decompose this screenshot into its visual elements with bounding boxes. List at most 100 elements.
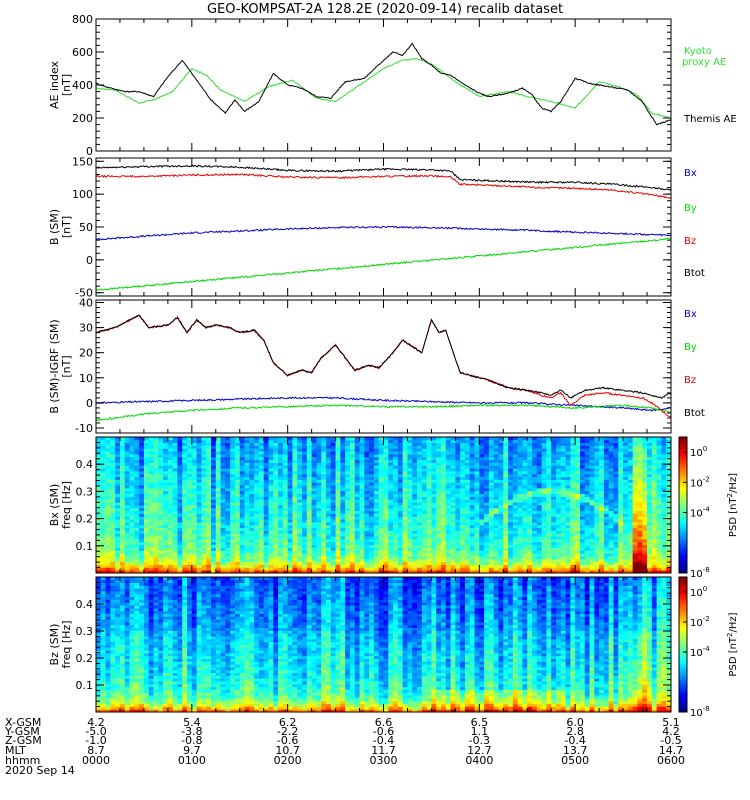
spectrogram-cell bbox=[470, 542, 475, 545]
spectrogram-cell bbox=[321, 508, 326, 511]
spectrogram-cell bbox=[269, 542, 274, 545]
spectrogram-cell bbox=[527, 525, 532, 528]
spectrogram-cell bbox=[240, 565, 245, 568]
spectrogram-cell bbox=[446, 440, 451, 443]
spectrogram-cell bbox=[201, 565, 206, 568]
spectrogram-cell bbox=[384, 471, 389, 474]
spectrogram-cell bbox=[321, 497, 326, 500]
spectrogram-cell bbox=[336, 516, 341, 519]
spectrogram-cell bbox=[508, 559, 513, 562]
spectrogram-cell bbox=[475, 562, 480, 565]
spectrogram-cell bbox=[537, 446, 542, 449]
spectrogram-cell bbox=[264, 556, 269, 559]
spectrogram-cell bbox=[206, 505, 211, 508]
spectrogram-cell bbox=[441, 522, 446, 525]
spectrogram-cell bbox=[422, 480, 427, 483]
spectrogram-cell bbox=[546, 556, 551, 559]
spectrogram-cell bbox=[412, 505, 417, 508]
spectrogram-cell bbox=[518, 460, 523, 463]
spectrogram-cell bbox=[460, 536, 465, 539]
spectrogram-cell bbox=[187, 539, 192, 542]
spectrogram-cell bbox=[522, 516, 527, 519]
spectrogram-cell bbox=[360, 539, 365, 542]
spectrogram-cell bbox=[398, 531, 403, 534]
spectrogram-cell bbox=[312, 460, 317, 463]
spectrogram-cell bbox=[422, 494, 427, 497]
spectrogram-cell bbox=[96, 471, 101, 474]
spectrogram-cell bbox=[364, 494, 369, 497]
spectrogram-cell bbox=[254, 494, 259, 497]
spectrogram-cell bbox=[139, 511, 144, 514]
spectrogram-cell bbox=[340, 451, 345, 454]
spectrogram-cell bbox=[321, 488, 326, 491]
spectrogram-cell bbox=[537, 499, 542, 502]
spectrogram-cell bbox=[489, 440, 494, 443]
spectrogram-cell bbox=[326, 562, 331, 565]
spectrogram-cell bbox=[436, 482, 441, 485]
spectrogram-cell bbox=[446, 516, 451, 519]
spectrogram-cell bbox=[269, 491, 274, 494]
spectrogram-cell bbox=[331, 531, 336, 534]
spectrogram-cell bbox=[393, 454, 398, 457]
spectrogram-cell bbox=[115, 514, 120, 517]
spectrogram-cell bbox=[422, 533, 427, 536]
spectrogram-cell bbox=[384, 559, 389, 562]
spectrogram-cell bbox=[225, 550, 230, 553]
spectrogram-cell bbox=[177, 494, 182, 497]
spectrogram-cell bbox=[312, 463, 317, 466]
spectrogram-cell bbox=[211, 497, 216, 500]
spectrogram-cell bbox=[470, 528, 475, 531]
spectrogram-cell bbox=[465, 440, 470, 443]
spectrogram-cell bbox=[278, 474, 283, 477]
spectrogram-cell bbox=[149, 480, 154, 483]
spectrogram-cell bbox=[326, 516, 331, 519]
spectrogram-cell bbox=[499, 485, 504, 488]
spectrogram-cell bbox=[384, 553, 389, 556]
spectrogram-cell bbox=[168, 533, 173, 536]
spectrogram-cell bbox=[168, 465, 173, 468]
spectrogram-cell bbox=[307, 463, 312, 466]
spectrogram-cell bbox=[302, 485, 307, 488]
spectrogram-cell bbox=[475, 454, 480, 457]
spectrogram-cell bbox=[364, 556, 369, 559]
spectrogram-cell bbox=[470, 468, 475, 471]
spectrogram-cell bbox=[470, 443, 475, 446]
spectrogram-cell bbox=[326, 548, 331, 551]
spectrogram-cell bbox=[168, 522, 173, 525]
spectrogram-cell bbox=[340, 536, 345, 539]
spectrogram-cell bbox=[177, 539, 182, 542]
spectrogram-cell bbox=[427, 508, 432, 511]
spectrogram-cell bbox=[340, 567, 345, 570]
spectrogram-cell bbox=[273, 508, 278, 511]
spectrogram-cell bbox=[240, 499, 245, 502]
spectrogram-cell bbox=[388, 516, 393, 519]
spectrogram-cell bbox=[455, 485, 460, 488]
spectrogram-cell bbox=[364, 545, 369, 548]
spectrogram-cell bbox=[460, 545, 465, 548]
spectrogram-cell bbox=[149, 508, 154, 511]
spectrogram-cell bbox=[417, 488, 422, 491]
spectrogram-cell bbox=[546, 505, 551, 508]
spectrogram-cell bbox=[537, 505, 542, 508]
spectrogram-cell bbox=[417, 519, 422, 522]
spectrogram-cell bbox=[245, 477, 250, 480]
spectrogram-cell bbox=[446, 559, 451, 562]
spectrogram-cell bbox=[230, 494, 235, 497]
spectrogram-cell bbox=[312, 516, 317, 519]
spectrogram-cell bbox=[288, 533, 293, 536]
spectrogram-cell bbox=[499, 454, 504, 457]
spectrogram-cell bbox=[393, 457, 398, 460]
spectrogram-cell bbox=[522, 525, 527, 528]
spectrogram-cell bbox=[513, 474, 518, 477]
spectrogram-cell bbox=[508, 511, 513, 514]
spectrogram-cell bbox=[326, 448, 331, 451]
spectrogram-cell bbox=[316, 471, 321, 474]
spectrogram-cell bbox=[110, 474, 115, 477]
spectrogram-cell bbox=[398, 502, 403, 505]
spectrogram-cell bbox=[508, 548, 513, 551]
spectrogram-cell bbox=[494, 562, 499, 565]
spectrogram-cell bbox=[355, 533, 360, 536]
spectrogram-cell bbox=[407, 531, 412, 534]
spectrogram-cell bbox=[513, 536, 518, 539]
